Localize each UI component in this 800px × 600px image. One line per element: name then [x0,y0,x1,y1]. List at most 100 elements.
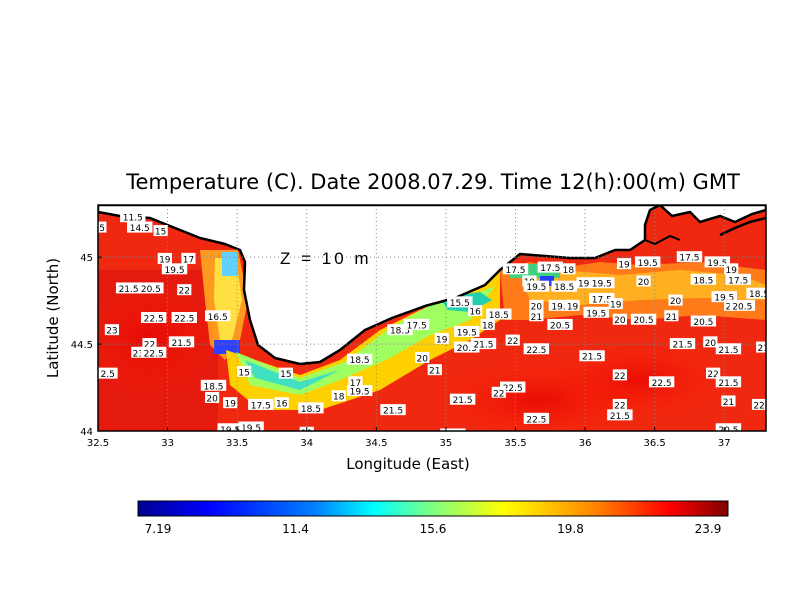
contour-label-text: 21.5 [610,412,630,422]
contour-label-text: 15 [238,368,249,378]
contour-label: 5 [98,221,107,234]
contour-label-text: 22 [507,337,518,347]
contour-label: 20 [529,299,544,312]
contour-label-box [115,282,142,294]
contour-label-text: 20.5 [732,302,752,312]
contour-label-text: 18.5 [489,311,509,321]
contour-label: 22 [612,369,627,382]
contour-label-box [579,350,605,362]
contour-label-text: 17 [350,379,361,389]
contour-label: 23 [104,324,120,337]
contour-label-text: 21 [531,313,542,323]
contour-label-text: 20 [417,354,429,364]
contour-label: 21 [721,395,736,408]
contour-label-text: 22.5 [174,315,194,325]
contour-label-box [630,313,657,325]
contour-label-box [168,336,195,348]
contour-label: 22 [491,386,506,399]
colorbar-tick-label: 15.6 [420,522,447,536]
contour-label-box [607,409,633,421]
contour-label: 20.5 [715,423,742,436]
contour-label-box [523,412,550,424]
contour-label: 20.5 [630,313,657,326]
contour-label-box [346,353,373,365]
contour-label-box [177,284,192,296]
contour-label: 20.5 [138,282,164,295]
contour-label: 19 [724,263,739,276]
contour-label-box [704,256,730,268]
contour-label-text: 21.5 [672,341,692,351]
contour-label-box [480,318,495,330]
contour-label-box [756,341,766,353]
contour-label-box [205,391,220,403]
contour-label-text: 20.5 [693,318,713,328]
contour-label-box [427,364,442,376]
contour-label-text: 19.5 [350,388,370,398]
contour-label-box [523,280,550,292]
contour-label-box [298,402,324,414]
contour-label-text: 22.5 [144,315,164,325]
contour-label-box [636,275,651,287]
contour-label-text: 22 [614,401,625,411]
contour-label-text: 23 [106,327,117,337]
contour-label-text: 5 [99,224,105,234]
contour-label-text: 17.5 [728,276,748,286]
contour-label: 22 [612,398,627,411]
contour-label-text: 19 [224,400,236,410]
colorbar-tick-label: 7.19 [145,522,172,536]
contour-label-box [547,318,573,330]
contour-label: 15 [237,365,252,378]
x-tick-label: 33.5 [226,438,248,449]
contour-label-text: 17.5 [679,254,699,264]
contour-label-box [502,263,529,275]
contour-label-box [380,404,406,416]
contour-label: 21 [529,310,544,323]
contour-label: 21.5 [168,336,195,349]
contour-label-box [500,381,526,393]
contour-label-box [223,397,238,409]
x-tick-label: 34.5 [365,438,387,449]
contour-label: 21 [756,341,766,354]
contour-label-box [470,338,497,350]
contour-label: 19 [157,252,172,265]
contour-label: 17 [181,252,196,265]
contour-label-text: 21.5 [171,339,191,349]
contour-label: 16 [274,397,289,410]
contour-label-text: 19.5 [592,280,612,290]
contour-label: 19 [616,258,632,271]
contour-label-text: 19.5 [220,426,240,436]
contour-label-text: 20.5 [550,321,570,331]
contour-label-box [238,421,264,431]
contour-label-box [715,343,742,355]
contour-label: 19.5 [704,256,730,269]
colorbar-tick-label: 11.4 [282,522,309,536]
contour-label-text: 21.5 [453,396,473,406]
contour-label-box [331,390,346,402]
contour-label-text: 19.5 [586,309,606,319]
contour-label: 19.5 [238,421,264,434]
contour-label: 20 [205,391,220,404]
contour-label-box [725,273,751,285]
contour-label: 22 [505,334,520,347]
contour-label-text: 20.5 [718,426,738,436]
contour-label: 19 [565,299,580,312]
contour-label-text: 16.5 [208,313,228,323]
contour-label-box [576,277,591,289]
contour-label: 19.5 [548,299,575,312]
contour-label: 18.5 [346,353,373,366]
contour-label-text: 17.5 [407,321,427,331]
y-axis-ticks: 44 44.5 45 [71,253,102,438]
contour-label-box [140,312,167,323]
contour-label: 17.5 [403,318,430,331]
contour-label-text: 19.5 [241,424,261,434]
contour-label-text: 22 [753,401,764,411]
contour-label: 15 [278,367,293,380]
contour-label-box [669,338,696,350]
contour-label: 21.5 [380,404,406,417]
contour-label-box [454,341,480,353]
contour-label: 18.5 [486,308,512,321]
contour-label: 22 [751,398,766,411]
x-tick-label: 37 [718,438,731,449]
contour-label: 19 [434,332,449,345]
